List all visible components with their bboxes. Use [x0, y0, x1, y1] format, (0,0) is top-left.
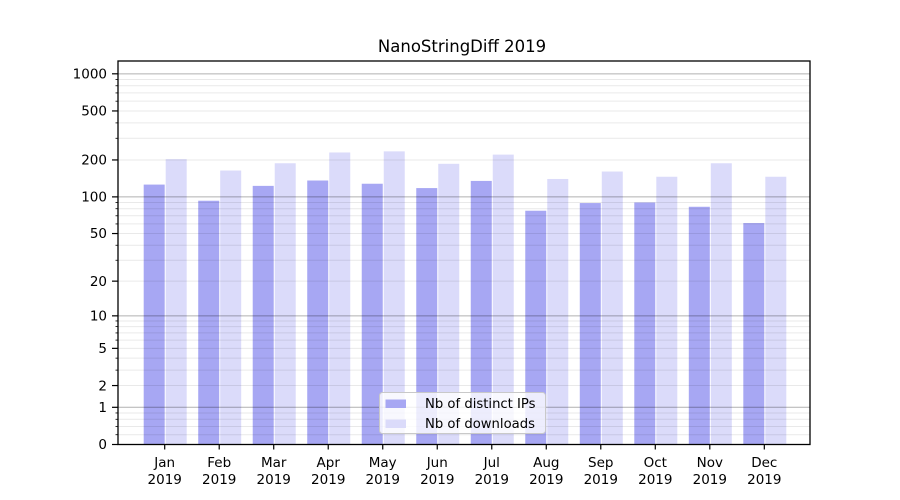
bar-nb-of-downloads-jul-2019	[492, 154, 514, 445]
bar-nb-of-downloads-apr-2019	[329, 152, 351, 445]
bar-nb-of-distinct-ips-sep-2019	[579, 203, 601, 445]
x-tick-label: Sep 2019	[584, 455, 618, 488]
bar-nb-of-distinct-ips-jan-2019	[143, 184, 165, 445]
gridlines-layer	[118, 73, 810, 436]
bar-nb-of-distinct-ips-nov-2019	[688, 206, 710, 445]
bar-nb-of-downloads-nov-2019	[710, 163, 732, 445]
legend-swatch-downloads	[385, 419, 406, 428]
bar-nb-of-distinct-ips-oct-2019	[634, 202, 656, 445]
x-tick-label: Nov 2019	[693, 455, 727, 488]
x-tick-label: Oct 2019	[638, 455, 672, 488]
bar-nb-of-downloads-oct-2019	[656, 176, 678, 445]
x-tick-label: Jan 2019	[148, 455, 182, 488]
bar-nb-of-distinct-ips-may-2019	[361, 183, 383, 445]
y-tick-label: 2	[98, 378, 107, 394]
bar-nb-of-downloads-jan-2019	[165, 159, 187, 445]
y-tick-label: 0	[98, 437, 107, 453]
bar-nb-of-downloads-may-2019	[383, 151, 405, 445]
bar-nb-of-distinct-ips-feb-2019	[198, 200, 220, 445]
y-tick-label: 1	[98, 400, 107, 416]
bar-nb-of-distinct-ips-dec-2019	[743, 223, 765, 445]
y-tick-label: 500	[81, 104, 107, 120]
legend-swatch-distinct-ips	[385, 399, 406, 408]
bar-nb-of-distinct-ips-aug-2019	[525, 210, 547, 445]
bar-nb-of-distinct-ips-jul-2019	[470, 180, 492, 445]
y-tick-label: 10	[90, 309, 107, 325]
x-tick-label: Apr 2019	[311, 455, 345, 488]
bar-nb-of-downloads-mar-2019	[274, 163, 296, 445]
bar-nb-of-distinct-ips-mar-2019	[252, 185, 274, 445]
x-axis: Jan 2019 Feb 2019 Mar 2019 Apr 2019 May 2019 Jun 20…	[148, 444, 781, 488]
legend-label-downloads: Nb of downloads	[425, 417, 535, 432]
x-tick-label: Dec 2019	[747, 455, 781, 488]
x-tick-label: Aug 2019	[529, 455, 563, 488]
x-tick-label: May 2019	[366, 455, 400, 488]
y-tick-label: 20	[90, 274, 107, 290]
y-tick-label: 5	[98, 341, 107, 357]
y-tick-label: 200	[81, 153, 107, 169]
x-tick-label: Jun 2019	[420, 455, 454, 488]
bar-nb-of-downloads-aug-2019	[547, 178, 569, 445]
chart-title: NanoStringDiff 2019	[378, 37, 546, 56]
bars-layer	[143, 151, 787, 445]
y-tick-label: 1000	[73, 67, 107, 83]
bar-nb-of-downloads-feb-2019	[220, 170, 242, 445]
legend: Nb of distinct IPs Nb of downloads	[379, 392, 546, 434]
bar-nb-of-downloads-sep-2019	[601, 171, 623, 445]
bar-nb-of-downloads-dec-2019	[765, 176, 787, 445]
legend-box	[379, 392, 546, 434]
legend-label-distinct-ips: Nb of distinct IPs	[425, 397, 536, 412]
x-tick-label: Mar 2019	[257, 455, 291, 488]
y-tick-label: 100	[81, 190, 107, 206]
plot-border	[117, 60, 811, 446]
bar-nb-of-distinct-ips-jun-2019	[416, 188, 438, 445]
x-tick-label: Jul 2019	[475, 455, 509, 488]
x-tick-label: Feb 2019	[202, 455, 236, 488]
bar-nb-of-downloads-jun-2019	[438, 163, 460, 445]
y-tick-label: 50	[90, 226, 107, 242]
y-axis: 0 1 2 5 10 20 50 100 200 500 1000	[73, 67, 118, 453]
bar-nb-of-distinct-ips-apr-2019	[307, 180, 329, 445]
